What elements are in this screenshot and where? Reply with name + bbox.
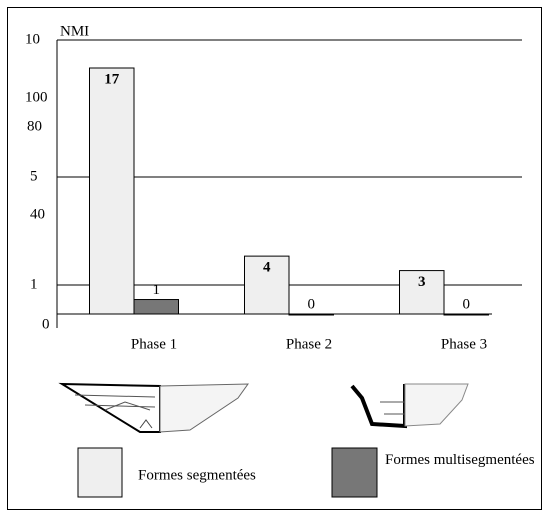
- bar: [89, 67, 135, 315]
- x-tick-label: Phase 3: [441, 336, 487, 352]
- value-label: 4: [263, 260, 271, 276]
- y-axis-label: 80: [27, 118, 42, 134]
- y-axis-label: 0: [42, 316, 50, 332]
- vessel-1: [58, 382, 249, 433]
- value-label: 0: [308, 296, 316, 312]
- bar: [399, 270, 445, 315]
- y-axis-label: 5: [30, 168, 38, 184]
- y-axis-label: 40: [30, 206, 45, 222]
- y-axis-title: NMI: [60, 23, 89, 39]
- x-tick-label: Phase 1: [131, 336, 177, 352]
- value-label: 0: [463, 296, 471, 312]
- bar: [288, 313, 334, 316]
- legend-swatch: [77, 447, 123, 498]
- value-label: 3: [418, 274, 426, 290]
- value-label: 1: [153, 282, 161, 298]
- frame: [7, 7, 542, 510]
- legend-label: Formes segmentées: [138, 467, 256, 483]
- y-axis-label: 100: [25, 89, 48, 105]
- bar: [244, 255, 290, 315]
- vessel-2: [350, 383, 469, 429]
- legend-label: Formes multisegmentées: [385, 452, 535, 468]
- y-axis-label: 1: [30, 276, 38, 292]
- bar: [133, 299, 179, 315]
- bar: [443, 313, 489, 316]
- y-axis-label: 10: [25, 31, 40, 47]
- x-tick-label: Phase 2: [286, 336, 332, 352]
- value-label: 17: [104, 71, 120, 87]
- legend-swatch: [331, 447, 378, 498]
